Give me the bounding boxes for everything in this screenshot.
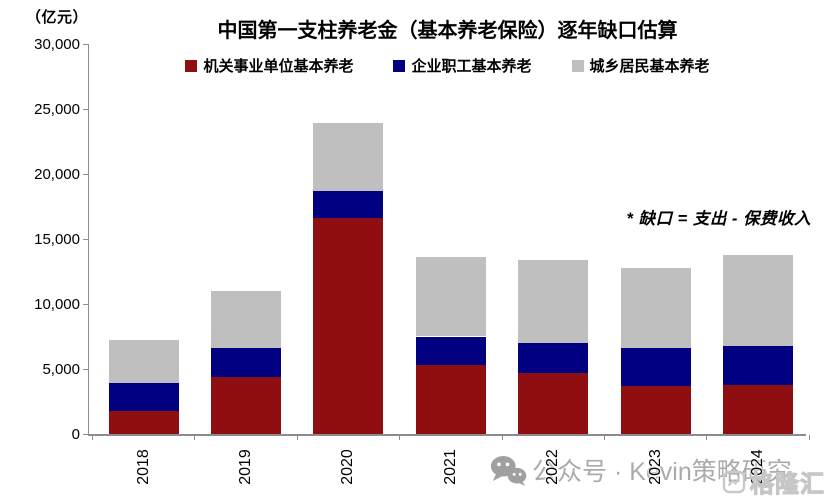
x-tick-6 [706, 435, 708, 440]
bar-2021-segment-1 [415, 336, 486, 366]
x-tick-2 [296, 435, 298, 440]
x-label-2022: 2022 [544, 449, 562, 485]
bar-2024-segment-2 [722, 254, 793, 346]
bar-2021-segment-2 [415, 257, 486, 337]
bar-2019-segment-0 [210, 376, 281, 434]
bar-2024-segment-0 [722, 384, 793, 434]
bar-2018-segment-2 [108, 340, 179, 384]
wechat-icon [490, 455, 527, 486]
y-tick-label-20000: 20,000 [34, 165, 80, 183]
legend-label-enterprise: 企业职工基本养老 [411, 58, 532, 75]
y-tick-10000 [83, 304, 88, 306]
x-label-2019: 2019 [236, 449, 254, 485]
footnote-annotation: * 缺口 = 支出 - 保费收入 [626, 210, 811, 228]
bar-2022-segment-1 [518, 343, 589, 373]
bar-2018-segment-1 [108, 383, 179, 411]
y-tick-label-10000: 10,000 [34, 295, 80, 313]
bar-2022-segment-2 [518, 259, 589, 343]
gelonghui-icon [722, 470, 746, 493]
bar-2020-segment-0 [313, 218, 384, 434]
gelonghui-logo: 格隆汇 [722, 464, 825, 499]
bar-2018-segment-0 [108, 410, 179, 434]
bar-2020-segment-2 [313, 123, 384, 191]
y-axis-unit-label: （亿元） [26, 9, 89, 26]
x-label-2023: 2023 [646, 449, 664, 485]
y-tick-25000 [83, 109, 88, 111]
y-tick-30000 [83, 44, 88, 46]
bar-2023-segment-0 [620, 385, 691, 434]
bar-2021-segment-0 [415, 365, 486, 434]
legend-label-residents: 城乡居民基本养老 [589, 58, 710, 75]
y-axis-line [88, 44, 90, 434]
legend-item-residents: 城乡居民基本养老 [571, 55, 710, 76]
y-tick-label-30000: 30,000 [34, 35, 80, 53]
watermark: 公众号 · Kevin策略研究 [489, 452, 792, 488]
gelonghui-text: 格隆汇 [750, 471, 825, 499]
y-tick-5000 [83, 369, 88, 371]
bar-2023-segment-1 [620, 348, 691, 386]
y-tick-label-15000: 15,000 [34, 230, 80, 248]
y-tick-label-25000: 25,000 [34, 100, 80, 118]
legend-item-government: 机关事业单位基本养老 [185, 55, 353, 76]
y-tick-label-5000: 5,000 [42, 360, 80, 378]
legend-item-enterprise: 企业职工基本养老 [393, 55, 532, 76]
legend-swatch-government [185, 59, 198, 72]
legend-swatch-enterprise [393, 59, 406, 72]
watermark-text: 公众号 · Kevin策略研究 [532, 458, 792, 486]
bar-2019-segment-2 [210, 291, 281, 349]
y-tick-20000 [83, 174, 88, 176]
bar-2022-segment-0 [518, 372, 589, 434]
x-tick-7 [808, 435, 810, 440]
bar-2024-segment-1 [722, 345, 793, 385]
x-axis-line [88, 434, 806, 436]
legend-label-government: 机关事业单位基本养老 [203, 58, 354, 75]
y-tick-15000 [83, 239, 88, 241]
bar-2020-segment-1 [313, 190, 384, 219]
x-tick-3 [399, 435, 401, 440]
legend-swatch-residents [571, 59, 584, 72]
x-tick-4 [501, 435, 503, 440]
legend: 机关事业单位基本养老 企业职工基本养老 城乡居民基本养老 [88, 55, 807, 76]
bar-2023-segment-2 [620, 267, 691, 349]
x-label-2020: 2020 [339, 449, 357, 485]
y-tick-0 [83, 434, 88, 436]
x-tick-5 [603, 435, 606, 440]
x-tick-1 [194, 435, 196, 440]
x-label-2021: 2021 [441, 449, 459, 485]
chart-title: 中国第一支柱养老金（基本养老保险）逐年缺口估算 [217, 20, 678, 42]
bar-2019-segment-1 [210, 348, 281, 377]
x-label-2018: 2018 [134, 449, 152, 485]
x-tick-0 [91, 435, 94, 440]
y-tick-label-0: 0 [71, 425, 80, 443]
